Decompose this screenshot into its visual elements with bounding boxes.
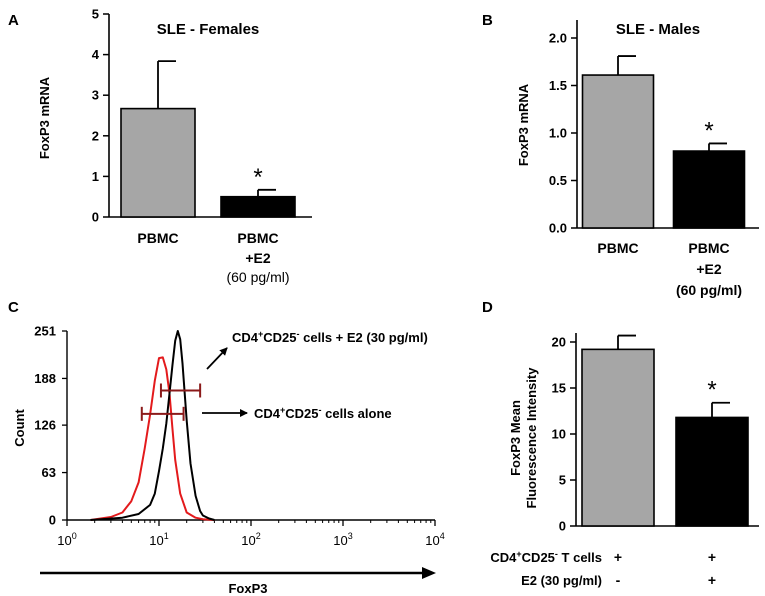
panel-b-y-tick-label: 0.5 [549,173,567,188]
bar [581,348,655,527]
histogram-curve [90,330,215,521]
panel-b-x-label: (60 pg/ml) [676,282,742,298]
panel-a-y-tick-label: 1 [92,169,99,184]
panel-b-title: SLE - Males [616,21,700,38]
panel-c-y-tick-label: 0 [49,513,56,528]
panel-a-marks: * [103,13,296,218]
panel-d-y-ticks: 0 5 10 15 20 [552,335,566,534]
panel-d-marks: * [570,334,749,527]
condition-label-e2: E2 (30 pg/ml) [521,573,602,588]
panel-c-y-tick-label: 251 [34,324,56,339]
condition-mark: - [616,572,621,588]
panel-b-marks: * [571,37,746,229]
condition-label-cd4: CD4+CD25- T cells [490,549,602,565]
panel-c-y-tick-label: 126 [34,418,56,433]
bar [672,150,746,229]
bar [675,416,749,527]
panel-a-y-tick-label: 5 [92,7,99,22]
histogram-curve [90,356,215,521]
panel-a-y-label: FoxP3 mRNA [37,76,52,159]
panel-a-letter: A [8,12,19,29]
panel-b-letter: B [482,12,493,29]
panel-a: A SLE - Females FoxP3 mRNA 0 1 2 3 4 5 *… [8,7,312,285]
panel-d-y-tick-label: 20 [552,335,566,350]
panel-c-x-tick-label: 104 [425,531,444,548]
significance-marker: * [704,117,713,144]
x-axis-arrow-head [422,567,436,579]
panel-c: C Count 0 63 126 188 251 100 101 102 103… [8,299,445,596]
panel-d-y-tick-label: 5 [559,473,566,488]
panel-a-y-tick-label: 3 [92,88,99,103]
annotation-arrow-e2 [206,347,228,370]
panel-a-y-tick-label: 0 [92,210,99,225]
panel-a-y-tick-label: 4 [92,47,100,62]
panel-c-y-ticks: 0 63 126 188 251 [34,324,56,528]
panel-b-x-label: PBMC [688,240,729,256]
panel-a-x-label: +E2 [245,250,271,266]
annotation-label-e2: CD4+CD25- cells + E2 (30 pg/ml) [232,329,428,345]
bar [581,74,655,229]
panel-d-letter: D [482,299,493,316]
panel-b-x-label: PBMC [597,240,638,256]
panel-c-x-tick-label: 102 [241,531,260,548]
panel-b: B SLE - Males FoxP3 mRNA 0.0 0.5 1.0 1.5… [482,12,759,298]
panel-b-y-tick-label: 1.5 [549,78,567,93]
panel-c-y-tick-label: 188 [34,371,56,386]
bar [120,107,196,218]
panel-c-x-tick-label: 103 [333,531,352,548]
panel-a-x-label: (60 pg/ml) [226,269,289,285]
significance-marker: * [253,164,262,191]
panel-c-x-tick-label: 100 [57,531,76,548]
panel-c-x-tick-label: 101 [149,531,168,548]
panel-d-y-tick-label: 15 [552,381,566,396]
panel-b-y-ticks: 0.0 0.5 1.0 1.5 2.0 [549,31,567,236]
panel-c-y-label: Count [12,409,27,447]
panel-a-x-label: PBMC [237,230,278,246]
panel-c-letter: C [8,299,19,316]
panel-d-y-label: FoxP3 MeanFluorescence Intensity [508,367,539,509]
condition-mark: + [708,549,716,565]
annotation-label-alone: CD4+CD25- cells alone [254,405,392,421]
panel-a-y-ticks: 0 1 2 3 4 5 [92,7,100,225]
panel-b-y-label: FoxP3 mRNA [516,83,531,166]
significance-marker: * [707,377,716,404]
panel-a-y-tick-label: 2 [92,128,99,143]
bar [220,195,296,218]
panel-a-x-labels: PBMC PBMC +E2 (60 pg/ml) [137,230,289,285]
panel-b-y-tick-label: 1.0 [549,126,567,141]
panel-c-y-tick-label: 63 [42,465,56,480]
panel-b-y-tick-label: 2.0 [549,31,567,46]
panel-a-x-label: PBMC [137,230,178,246]
panel-c-x-label: FoxP3 [228,581,267,596]
panel-b-x-labels: PBMC PBMC +E2 (60 pg/ml) [597,240,742,298]
panel-d-conditions: CD4+CD25- T cells + + E2 (30 pg/ml) - + [490,549,716,588]
panel-c-marks [62,330,436,526]
condition-mark: + [614,549,622,565]
panel-d-y-tick-label: 10 [552,427,566,442]
panel-a-title: SLE - Females [157,21,260,38]
panel-b-x-label: +E2 [696,261,722,277]
panel-c-x-ticks: 100 101 102 103 104 [57,531,444,548]
panel-d-y-tick-label: 0 [559,519,566,534]
panel-d: D FoxP3 MeanFluorescence Intensity 0 5 1… [482,299,759,588]
condition-mark: + [708,572,716,588]
panel-b-y-tick-label: 0.0 [549,221,567,236]
